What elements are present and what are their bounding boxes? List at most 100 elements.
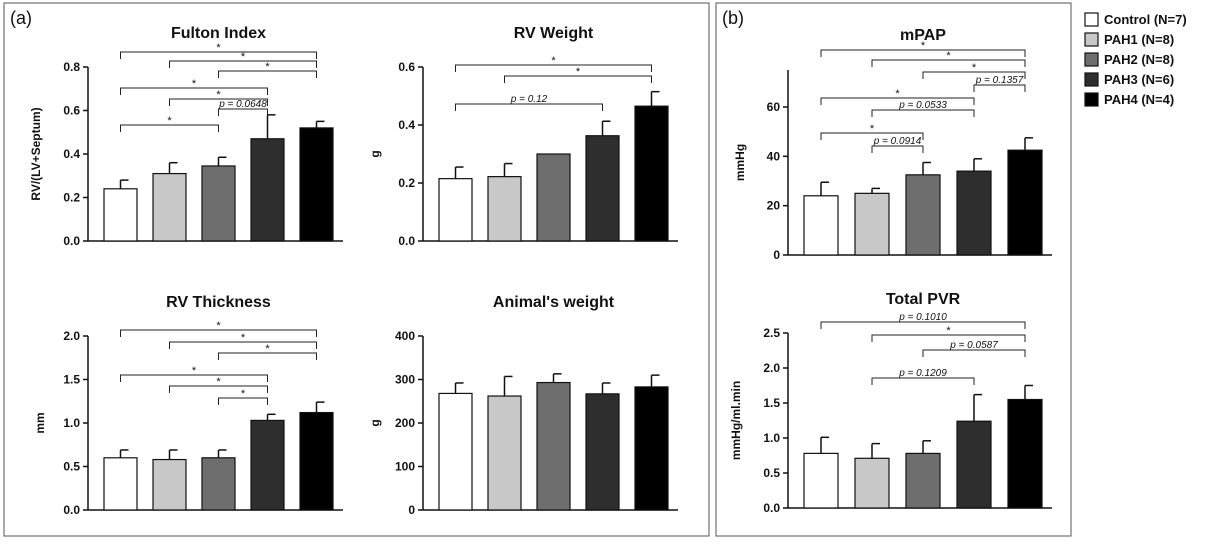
y-tick-label: 0.0	[63, 234, 80, 248]
significance-bracket	[169, 98, 268, 106]
chart-0: Fulton Index 0.0 0.2 0.4 0.6 0.8 RV/(LV+Septum…	[29, 25, 343, 248]
y-tick-label: 2.5	[763, 326, 780, 340]
y-tick-label: 2.0	[763, 361, 780, 375]
significance-label: p = 0.0648	[218, 99, 267, 110]
bar-control	[438, 178, 473, 242]
charts: Fulton Index 0.0 0.2 0.4 0.6 0.8 RV/(LV+Septum…	[29, 25, 1052, 517]
significance-label: *	[895, 88, 900, 100]
panel-a-label: (a)	[10, 8, 32, 28]
bar-pah3	[956, 420, 992, 509]
significance-label: p = 0.0914	[873, 136, 922, 147]
bar-pah1	[152, 458, 187, 511]
significance-bracket	[820, 321, 1026, 329]
y-tick-label: 0.0	[398, 234, 415, 248]
chart-title: mPAP	[900, 27, 946, 44]
chart-title: Fulton Index	[171, 25, 266, 42]
y-tick-label: 0.8	[63, 60, 80, 74]
y-axis-label: g	[368, 150, 382, 157]
bar-pah3	[956, 170, 992, 256]
y-tick-label: 1.0	[763, 431, 780, 445]
y-axis-label: mm	[33, 412, 47, 433]
y-tick-label: 1.0	[63, 416, 80, 430]
bar-pah1	[487, 176, 522, 242]
bar-pah1	[487, 395, 522, 511]
y-tick-label: 0	[408, 503, 415, 517]
panel-a-frame	[3, 2, 710, 537]
bar-pah3	[585, 393, 620, 511]
significance-bracket	[455, 103, 603, 111]
significance-label: *	[265, 61, 270, 73]
y-tick-label: 0	[773, 248, 780, 262]
panel-b-frame	[715, 2, 1072, 537]
y-tick-label: 0.2	[398, 176, 415, 190]
chart-1: RV Weight 0.0 0.2 0.4 0.6 g * * p = 0.12	[368, 25, 678, 248]
significance-label: p = 0.0533	[898, 100, 947, 111]
bar-pah1	[152, 172, 187, 242]
chart-5: Total PVR 0.0 0.5 1.0 1.5 2.0 2.5 mmHg/ml.min p …	[729, 291, 1052, 515]
y-tick-label: 60	[767, 100, 781, 114]
significance-label: *	[870, 123, 875, 135]
legend-label: PAH4 (N=4)	[1104, 92, 1174, 107]
significance-label: p = 0.1357	[975, 75, 1024, 86]
significance-bracket	[922, 349, 1026, 357]
significance-bracket	[455, 64, 652, 72]
bar-control	[438, 392, 473, 511]
legend-label: Control (N=7)	[1104, 12, 1187, 27]
y-tick-label: 0.5	[63, 460, 80, 474]
y-tick-label: 100	[395, 460, 415, 474]
significance-label: *	[921, 40, 926, 52]
y-tick-label: 0.2	[63, 191, 80, 205]
significance-bracket	[820, 132, 924, 140]
legend-swatch	[1084, 32, 1099, 47]
bar-pah3	[250, 419, 285, 511]
y-tick-label: 0.5	[763, 466, 780, 480]
bar-pah4	[634, 105, 669, 242]
y-axis-label: g	[368, 419, 382, 426]
y-tick-label: 0.0	[763, 501, 780, 515]
bar-pah2	[536, 153, 571, 242]
bar-pah4	[634, 386, 669, 511]
y-axis-label: RV/(LV+Septum)	[29, 107, 43, 200]
y-tick-label: 0.0	[63, 503, 80, 517]
significance-bracket	[871, 59, 1026, 67]
significance-bracket	[120, 87, 268, 95]
y-tick-label: 1.5	[763, 396, 780, 410]
significance-bracket	[120, 124, 219, 132]
significance-label: *	[216, 42, 221, 54]
panel-b-label: (b)	[722, 8, 744, 28]
legend-swatch	[1084, 72, 1099, 87]
chart-3: Animal's weight 0 100 200 300 400 g	[368, 294, 678, 517]
y-tick-label: 40	[767, 149, 781, 163]
bar-control	[103, 457, 138, 511]
bar-pah4	[1007, 149, 1043, 256]
chart-title: Animal's weight	[493, 294, 615, 311]
y-tick-label: 1.5	[63, 373, 80, 387]
bar-pah3	[250, 138, 285, 242]
significance-bracket	[120, 374, 268, 382]
y-tick-label: 400	[395, 329, 415, 343]
y-tick-label: 0.4	[398, 118, 415, 132]
bar-pah2	[201, 457, 236, 511]
bar-control	[803, 195, 839, 256]
y-tick-label: 200	[395, 416, 415, 430]
significance-bracket	[871, 334, 1026, 342]
significance-label: p = 0.12	[510, 94, 548, 105]
bar-pah4	[299, 127, 334, 242]
significance-bracket	[169, 341, 317, 349]
bar-control	[803, 452, 839, 509]
significance-label: p = 0.1209	[898, 368, 947, 379]
y-axis-label: mmHg/ml.min	[729, 381, 743, 460]
legend-swatch	[1084, 52, 1099, 67]
bar-pah3	[585, 135, 620, 242]
significance-bracket	[218, 70, 317, 78]
bar-pah4	[299, 411, 334, 511]
chart-title: RV Weight	[514, 25, 594, 42]
significance-bracket	[120, 329, 317, 337]
bar-pah1	[854, 192, 890, 256]
significance-bracket	[820, 97, 975, 105]
significance-bracket	[169, 60, 317, 68]
significance-label: *	[551, 55, 556, 67]
bar-pah2	[201, 165, 236, 242]
